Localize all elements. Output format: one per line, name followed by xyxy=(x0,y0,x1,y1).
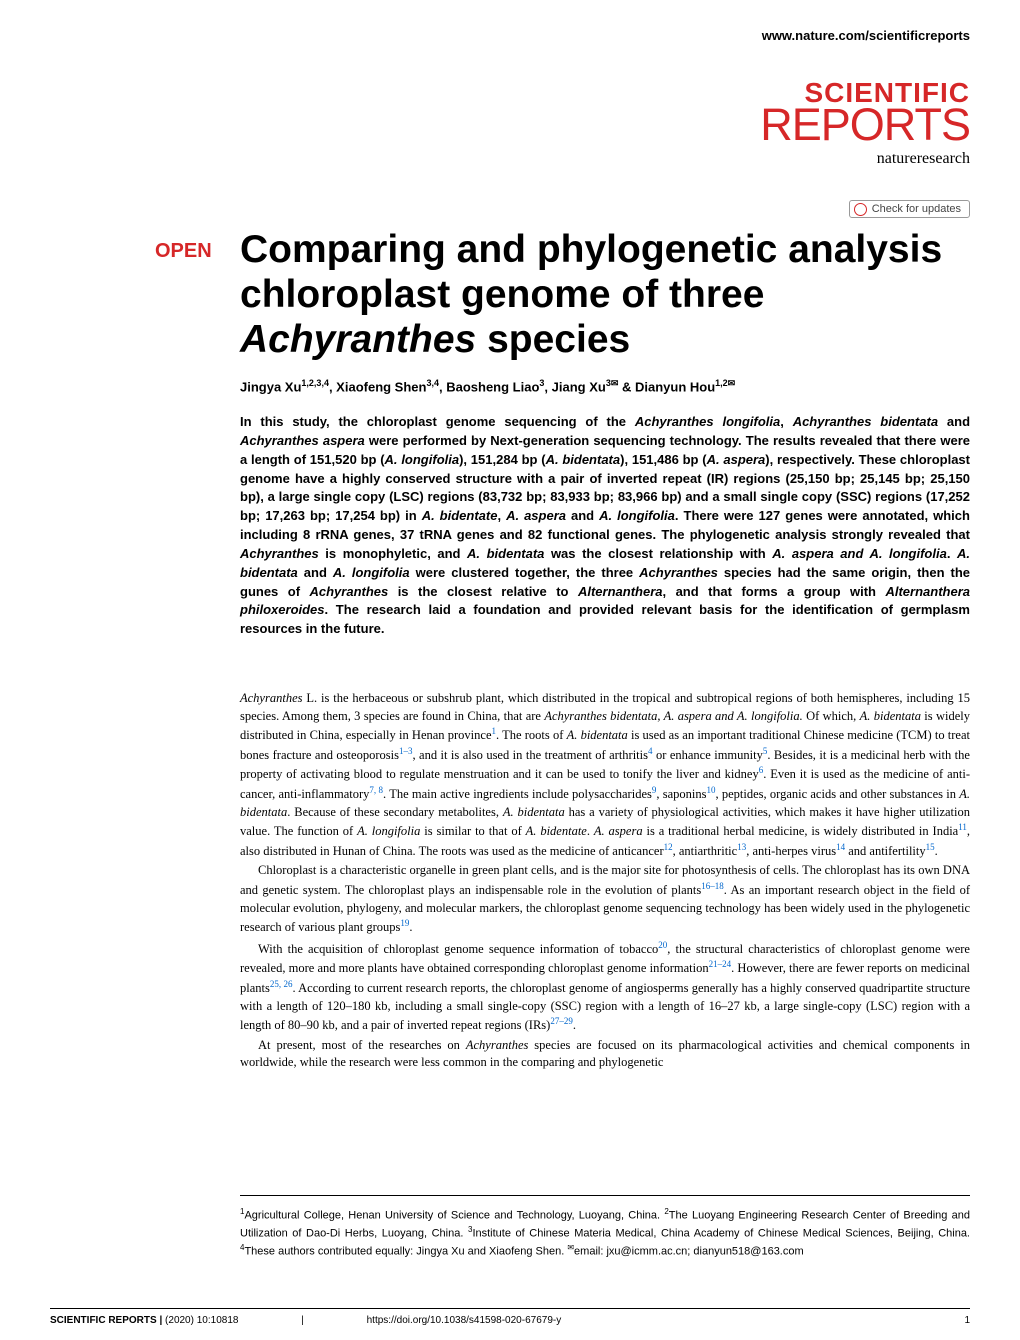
open-access-badge: OPEN xyxy=(155,240,212,263)
footer-page-number: 1 xyxy=(964,1315,970,1326)
crossmark-icon xyxy=(854,203,867,216)
body-paragraph: With the acquisition of chloroplast geno… xyxy=(240,939,970,1035)
footer-left: SCIENTIFIC REPORTS | (2020) 10:10818 | h… xyxy=(50,1315,561,1326)
journal-logo: SCIENTIFIC REPORTS natureresearch xyxy=(760,80,970,168)
body-paragraph: Achyranthes L. is the herbaceous or subs… xyxy=(240,690,970,860)
check-updates-button[interactable]: Check for updates xyxy=(849,200,970,218)
logo-subtitle: natureresearch xyxy=(760,150,970,168)
body-paragraph: At present, most of the researches on Ac… xyxy=(240,1037,970,1072)
footer-doi[interactable]: https://doi.org/10.1038/s41598-020-67679… xyxy=(367,1315,562,1326)
footer: SCIENTIFIC REPORTS | (2020) 10:10818 | h… xyxy=(50,1308,970,1326)
article-title: Comparing and phylogenetic analysis chlo… xyxy=(240,228,970,363)
footer-journal: SCIENTIFIC REPORTS xyxy=(50,1315,157,1326)
logo-line2: REPORTS xyxy=(760,105,970,146)
affiliations: 1Agricultural College, Henan University … xyxy=(240,1195,970,1260)
body-text: Achyranthes L. is the herbaceous or subs… xyxy=(240,690,970,1074)
authors-list: Jingya Xu1,2,3,4, Xiaofeng Shen3,4, Baos… xyxy=(240,378,970,394)
page: www.nature.com/scientificreports SCIENTI… xyxy=(0,0,1020,1340)
header-url[interactable]: www.nature.com/scientificreports xyxy=(762,28,970,43)
body-paragraph: Chloroplast is a characteristic organell… xyxy=(240,862,970,936)
check-updates-label: Check for updates xyxy=(872,203,961,215)
footer-separator: | xyxy=(301,1315,304,1326)
footer-citation: (2020) 10:10818 xyxy=(165,1315,238,1326)
abstract: In this study, the chloroplast genome se… xyxy=(240,413,970,639)
